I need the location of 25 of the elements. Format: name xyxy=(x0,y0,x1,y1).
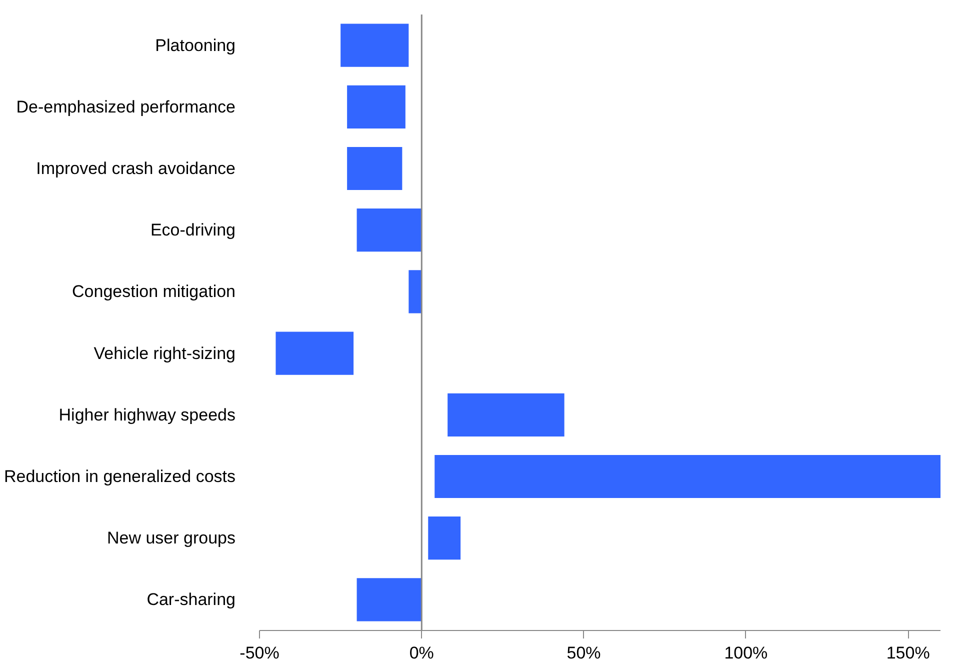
x-tick-label: 100% xyxy=(724,644,768,662)
y-tick-label: Higher highway speeds xyxy=(58,405,236,424)
y-tick-label: Vehicle right-sizing xyxy=(94,344,236,363)
y-tick-label: Eco-driving xyxy=(150,220,236,240)
bar xyxy=(340,24,409,67)
y-tick-label: Improved crash avoidance xyxy=(36,159,236,178)
y-tick-label: De-emphasized performance xyxy=(16,97,236,116)
x-tick-label: 50% xyxy=(566,644,601,662)
bar xyxy=(428,516,461,560)
y-tick-label: Platooning xyxy=(155,36,236,55)
bar xyxy=(434,454,940,498)
x-tick-label: 0% xyxy=(409,644,434,662)
x-tick-label: -50% xyxy=(240,644,280,662)
bar xyxy=(347,146,402,190)
y-tick-label: Car-sharing xyxy=(146,590,236,610)
bar xyxy=(276,332,354,375)
bar xyxy=(448,393,564,436)
bar xyxy=(347,85,406,128)
y-tick-label: New user groups xyxy=(106,528,236,548)
y-tick-label: Reduction in generalized costs xyxy=(4,467,236,486)
y-tick-label: Congestion mitigation xyxy=(72,282,236,302)
bar xyxy=(408,270,422,314)
x-tick-label: 150% xyxy=(886,644,930,662)
bar xyxy=(356,578,422,622)
bar xyxy=(356,208,422,252)
